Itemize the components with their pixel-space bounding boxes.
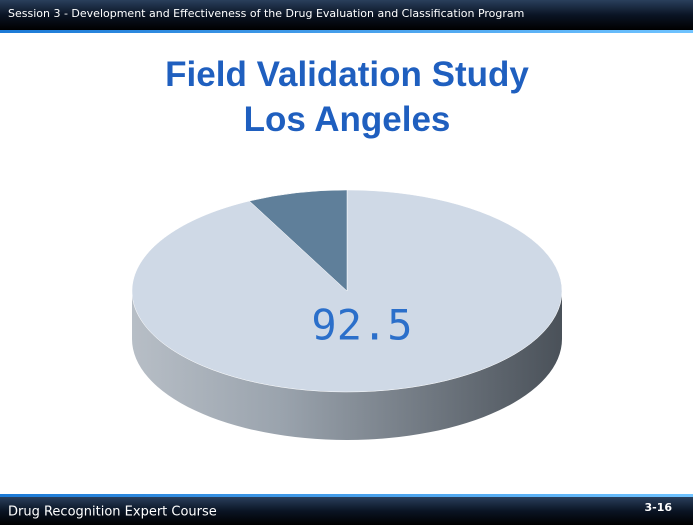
- header-text: Session 3 - Development and Effectivenes…: [8, 7, 524, 20]
- pie-slice: [248, 189, 348, 292]
- header-line: [0, 30, 693, 33]
- footer-text: Drug Recognition Expert Course: [8, 505, 217, 520]
- pie: 92.5: [131, 189, 563, 440]
- data-label: 92.5: [311, 301, 412, 350]
- chart-title: Los Angeles: [244, 100, 451, 139]
- chart-title: Field Validation Study: [165, 55, 529, 94]
- pie-side: [132, 291, 562, 440]
- footer-line: [0, 494, 693, 497]
- header-bar: [0, 0, 693, 30]
- page-number: 3-16: [644, 501, 672, 514]
- footer-bar: [0, 497, 693, 525]
